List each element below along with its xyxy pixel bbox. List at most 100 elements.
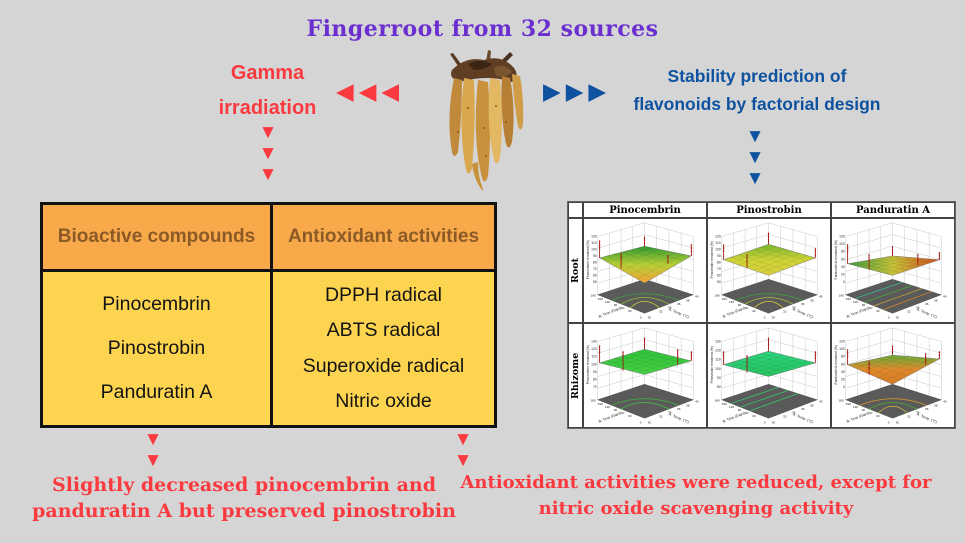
svg-text:60: 60 bbox=[621, 306, 625, 310]
svg-text:0: 0 bbox=[640, 316, 642, 320]
panel-corner bbox=[568, 202, 583, 218]
svg-text:B: Time (Days): B: Time (Days) bbox=[598, 306, 622, 319]
left-arrow-icon: ◀ bbox=[381, 78, 405, 104]
svg-text:34: 34 bbox=[668, 306, 672, 310]
panel-row-rhizome: Rhizome bbox=[568, 323, 583, 428]
svg-text:0: 0 bbox=[764, 316, 766, 320]
svg-text:40: 40 bbox=[841, 370, 845, 374]
svg-text:38: 38 bbox=[810, 298, 814, 302]
surface-plot-panel: Pinocembrin Pinostrobin Panduratin A Roo… bbox=[567, 201, 956, 429]
svg-text:130: 130 bbox=[715, 339, 721, 343]
svg-text:120: 120 bbox=[729, 405, 734, 409]
svg-text:A: Temp. (°C): A: Temp. (°C) bbox=[792, 412, 814, 424]
svg-text:120: 120 bbox=[605, 300, 610, 304]
svg-text:B: Time (Days): B: Time (Days) bbox=[722, 411, 746, 424]
svg-text:Pinocembrin remained (%): Pinocembrin remained (%) bbox=[586, 345, 590, 384]
svg-text:120: 120 bbox=[591, 347, 597, 351]
svg-text:30: 30 bbox=[896, 316, 900, 320]
svg-text:34: 34 bbox=[916, 411, 920, 415]
svg-text:A: Temp. (°C): A: Temp. (°C) bbox=[916, 307, 938, 319]
surface-plot-rhizome-panduratin: 120 100 80 60 40 20 0 Panduratin A remained (%)… bbox=[831, 323, 955, 428]
svg-text:50: 50 bbox=[717, 280, 721, 284]
svg-text:100: 100 bbox=[839, 347, 845, 351]
svg-text:120: 120 bbox=[839, 234, 845, 238]
svg-text:150: 150 bbox=[722, 402, 727, 406]
svg-text:20: 20 bbox=[841, 273, 845, 277]
svg-text:38: 38 bbox=[934, 298, 938, 302]
right-arrow-icons: ▶▶▶ bbox=[543, 80, 611, 103]
svg-text:B: Time (Days): B: Time (Days) bbox=[722, 306, 746, 319]
svg-text:32: 32 bbox=[659, 309, 663, 313]
conclusion-line: nitric oxide scavenging activity bbox=[538, 498, 854, 519]
svg-text:130: 130 bbox=[591, 339, 597, 343]
down-arrow-icon: ▼ bbox=[143, 429, 163, 450]
svg-text:34: 34 bbox=[668, 411, 672, 415]
svg-text:30: 30 bbox=[648, 421, 652, 425]
svg-text:30: 30 bbox=[628, 309, 632, 313]
stability-line1: Stability prediction of bbox=[667, 66, 847, 86]
svg-text:150: 150 bbox=[598, 402, 603, 406]
svg-text:36: 36 bbox=[801, 407, 805, 411]
svg-text:90: 90 bbox=[614, 303, 618, 307]
svg-text:150: 150 bbox=[598, 297, 603, 301]
down-arrow-icon: ▼ bbox=[143, 450, 163, 471]
down-arrow-icon: ▼ bbox=[745, 147, 765, 168]
fingerroot-photo bbox=[449, 50, 524, 191]
svg-text:40: 40 bbox=[695, 400, 699, 404]
right-arrow-icon: ▶ bbox=[588, 78, 612, 104]
svg-text:40: 40 bbox=[819, 400, 823, 404]
svg-text:30: 30 bbox=[772, 316, 776, 320]
svg-text:120: 120 bbox=[853, 405, 858, 409]
surface-plot-root-pinocembrin: 120 110 100 90 80 70 60 50 Pinocembrin remained … bbox=[583, 218, 707, 323]
svg-text:32: 32 bbox=[783, 309, 787, 313]
svg-text:32: 32 bbox=[907, 414, 911, 418]
svg-text:60: 60 bbox=[841, 362, 845, 366]
svg-text:120: 120 bbox=[715, 234, 721, 238]
svg-text:32: 32 bbox=[659, 414, 663, 418]
svg-text:180: 180 bbox=[838, 294, 843, 298]
svg-text:100: 100 bbox=[715, 367, 721, 371]
svg-text:70: 70 bbox=[593, 267, 597, 271]
svg-text:90: 90 bbox=[593, 254, 597, 258]
svg-text:120: 120 bbox=[715, 349, 721, 353]
svg-text:Panduratin A remained (%): Panduratin A remained (%) bbox=[834, 240, 838, 279]
svg-text:0: 0 bbox=[640, 421, 642, 425]
left-arrow-icon: ◀ bbox=[336, 78, 359, 104]
svg-text:Pinostrobin remained (%): Pinostrobin remained (%) bbox=[710, 241, 714, 278]
svg-text:B: Time (Days): B: Time (Days) bbox=[846, 306, 870, 319]
svg-text:90: 90 bbox=[738, 408, 742, 412]
svg-text:60: 60 bbox=[869, 306, 873, 310]
svg-text:32: 32 bbox=[907, 309, 911, 313]
panel-column-pinostrobin: Pinostrobin bbox=[707, 202, 831, 218]
svg-text:A: Temp. (°C): A: Temp. (°C) bbox=[792, 307, 814, 319]
left-arrow-icons: ◀◀◀ bbox=[336, 80, 404, 103]
svg-text:80: 80 bbox=[593, 378, 597, 382]
svg-text:36: 36 bbox=[677, 407, 681, 411]
svg-text:60: 60 bbox=[593, 274, 597, 278]
svg-text:30: 30 bbox=[752, 309, 756, 313]
right-arrow-icon: ▶ bbox=[543, 78, 566, 104]
svg-text:B: Time (Days): B: Time (Days) bbox=[598, 411, 622, 424]
table-header-antioxidant: Antioxidant activities bbox=[273, 205, 494, 272]
svg-text:40: 40 bbox=[695, 295, 699, 299]
svg-text:90: 90 bbox=[717, 376, 721, 380]
svg-text:36: 36 bbox=[925, 302, 929, 306]
svg-text:90: 90 bbox=[862, 303, 866, 307]
svg-text:80: 80 bbox=[593, 261, 597, 265]
svg-text:90: 90 bbox=[593, 370, 597, 374]
svg-text:20: 20 bbox=[841, 378, 845, 382]
svg-text:30: 30 bbox=[752, 414, 756, 418]
svg-text:100: 100 bbox=[591, 362, 597, 366]
svg-text:60: 60 bbox=[745, 411, 749, 415]
down-arrow-icon: ▼ bbox=[258, 164, 278, 185]
down-arrow-icon: ▼ bbox=[745, 168, 765, 189]
surface-plot-root-pinostrobin: 120 110 100 90 80 70 60 50 Pinostrobin remained … bbox=[707, 218, 831, 323]
svg-text:120: 120 bbox=[839, 339, 845, 343]
svg-text:80: 80 bbox=[717, 385, 721, 389]
svg-text:36: 36 bbox=[925, 407, 929, 411]
svg-text:120: 120 bbox=[853, 300, 858, 304]
svg-text:36: 36 bbox=[677, 302, 681, 306]
svg-text:38: 38 bbox=[686, 298, 690, 302]
panel-row-root: Root bbox=[568, 218, 583, 323]
svg-text:40: 40 bbox=[943, 295, 947, 299]
